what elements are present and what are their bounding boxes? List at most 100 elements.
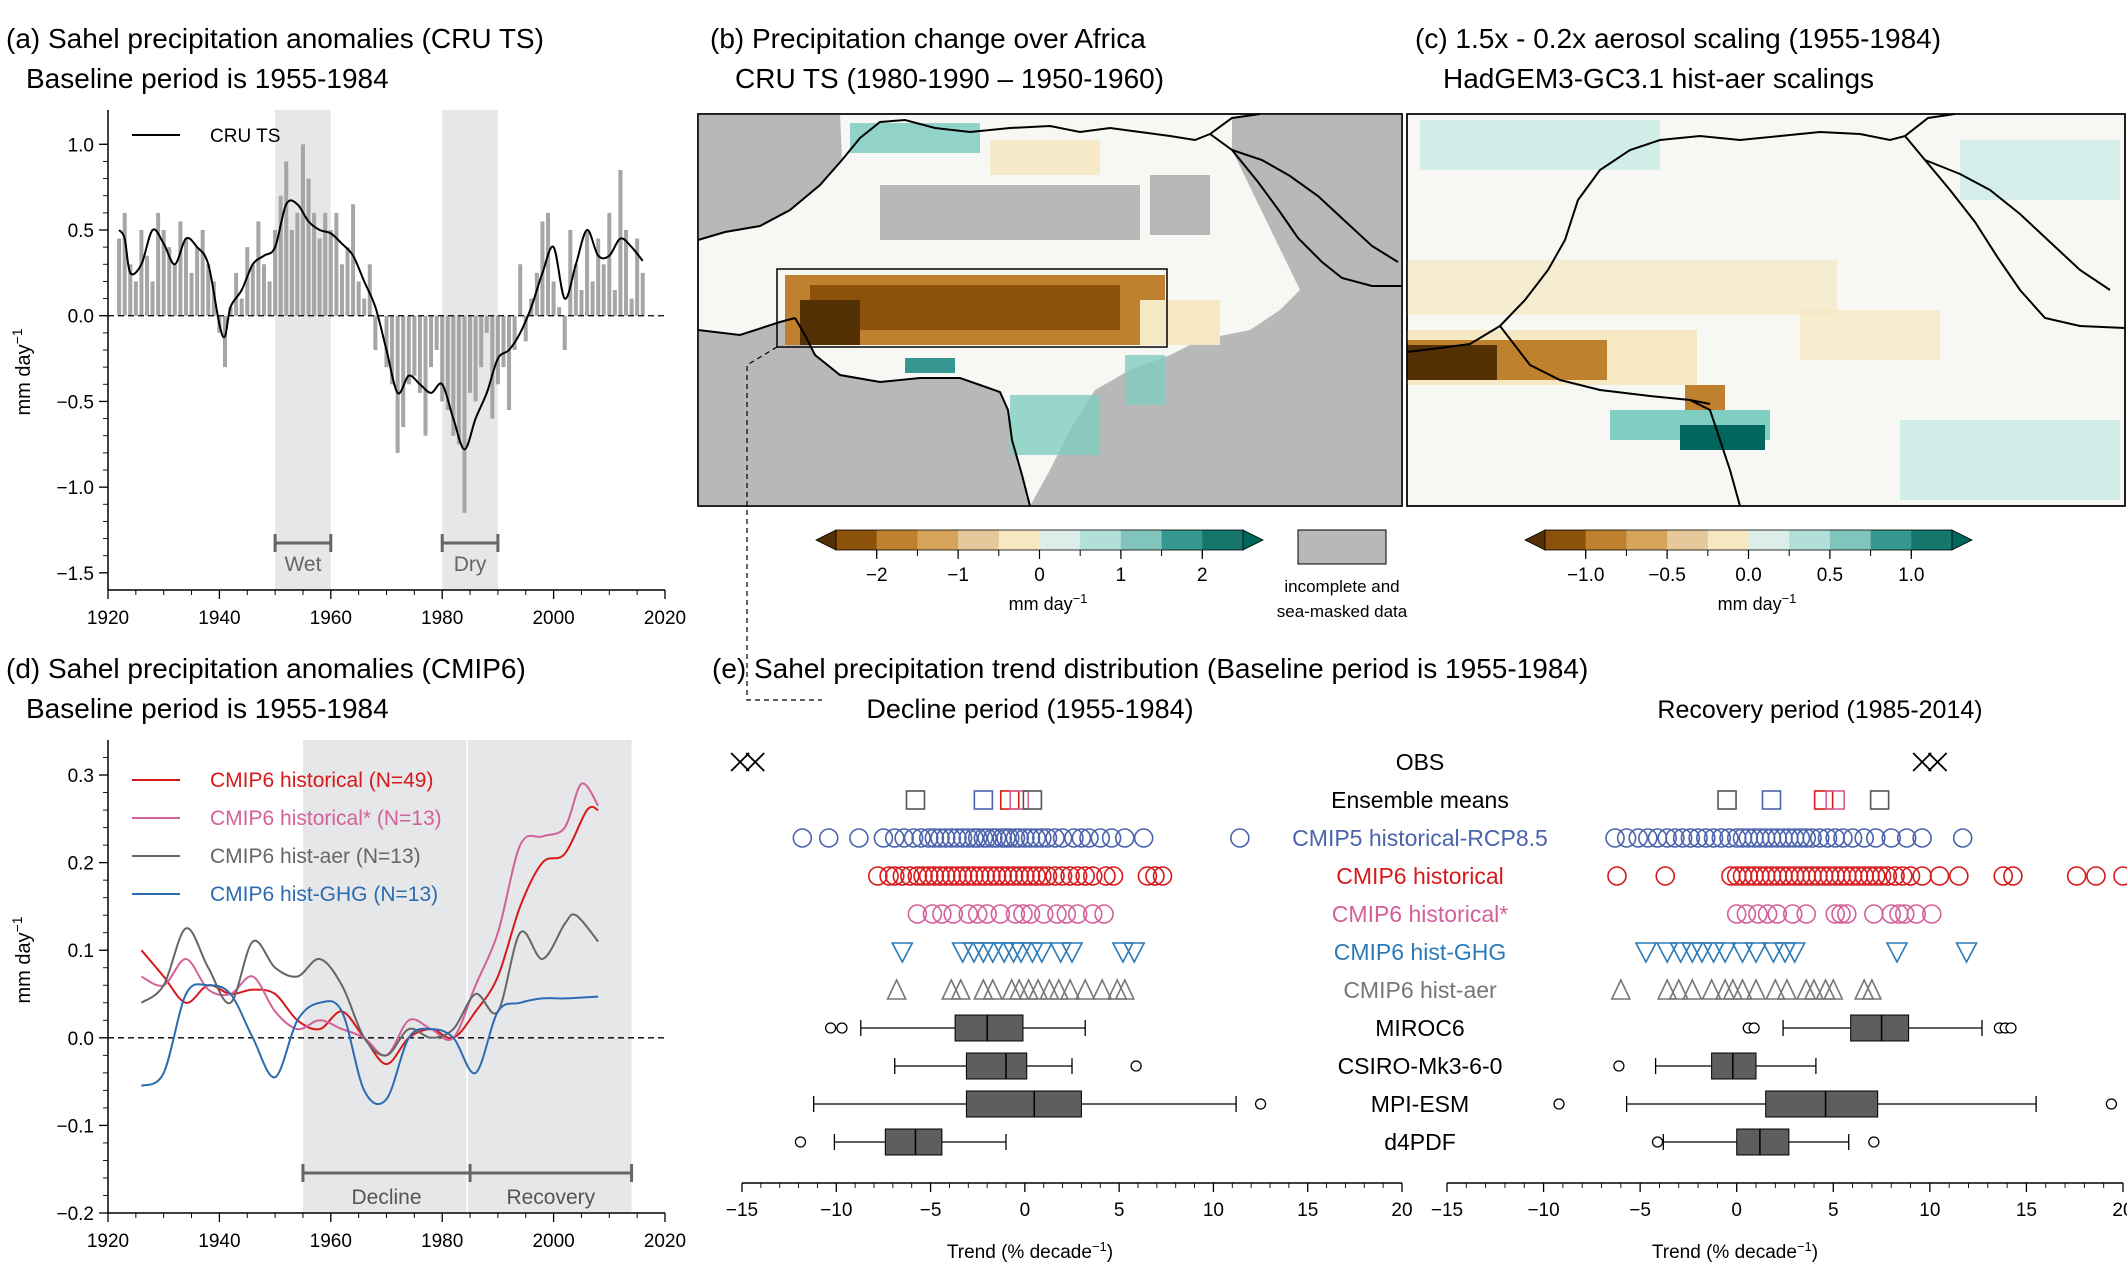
panel-e-title: (e) Sahel precipitation trend distributi… bbox=[712, 653, 1588, 684]
cru-ts-line bbox=[118, 199, 644, 451]
panel-e-xlabel-left: Trend (% decade−1) bbox=[947, 1239, 1113, 1263]
colorbar-c-label: mm day−1 bbox=[1718, 591, 1797, 614]
cmip6-historical-marker bbox=[992, 866, 1013, 886]
panel-e-xlabel-right: Trend (% decade−1) bbox=[1652, 1239, 1818, 1263]
cmip6-historical-marker bbox=[952, 866, 973, 886]
anomaly-bar bbox=[161, 230, 166, 316]
anomaly-bar bbox=[133, 281, 138, 316]
x-tick-label: 1940 bbox=[198, 608, 240, 629]
anomaly-bar bbox=[222, 315, 227, 368]
colorbar-tick-label: 1 bbox=[1116, 565, 1127, 586]
dry-label: Dry bbox=[454, 553, 487, 576]
obs-marker bbox=[745, 752, 765, 772]
anomaly-bar bbox=[406, 315, 411, 385]
anomaly-bar bbox=[473, 315, 478, 402]
colorbar-cell bbox=[1626, 530, 1668, 550]
colorbar-cell bbox=[1870, 530, 1912, 550]
series-line-historical bbox=[140, 805, 599, 1066]
ghg-marker bbox=[1885, 942, 1909, 964]
row-label: CMIP6 historical* bbox=[1332, 901, 1508, 927]
cmip5-marker bbox=[1896, 828, 1917, 848]
anomaly-bar bbox=[456, 315, 461, 445]
anomaly-bar bbox=[395, 315, 400, 453]
recovery-label: Recovery bbox=[506, 1186, 595, 1209]
cmip6-historical-star-marker bbox=[1067, 904, 1088, 924]
aer-marker bbox=[1074, 978, 1096, 1000]
ghg-marker bbox=[1669, 942, 1693, 964]
cmip6-historical-marker bbox=[1096, 866, 1116, 886]
colorbar-extend-high bbox=[1242, 529, 1264, 551]
anomaly-bar bbox=[507, 315, 512, 410]
cmip6-historical-star-marker bbox=[1796, 904, 1817, 924]
ghg-marker bbox=[1731, 942, 1754, 964]
x-tick-label: 1940 bbox=[198, 1231, 240, 1252]
cmip6-historical-star-marker bbox=[943, 904, 964, 924]
anomaly-bar bbox=[490, 315, 495, 419]
cmip6-historical-star-marker bbox=[1837, 904, 1857, 924]
obs-marker bbox=[730, 752, 750, 772]
box-outlier bbox=[1651, 1136, 1664, 1148]
anomaly-bar bbox=[384, 315, 389, 368]
panel-e-recovery-title: Recovery period (1985-2014) bbox=[1657, 696, 1982, 724]
anomaly-bar bbox=[178, 221, 183, 316]
colorbar-tick-label: 2 bbox=[1197, 565, 1208, 586]
colorbar-cell bbox=[1545, 530, 1587, 550]
colorbar-tick-label: 0.0 bbox=[1735, 565, 1761, 586]
anomaly-bar bbox=[239, 298, 244, 316]
x-tick-label: 10 bbox=[1919, 1200, 1940, 1221]
cmip5-marker bbox=[1605, 828, 1625, 848]
cmip6-historical-marker bbox=[1865, 866, 1886, 886]
cmip6-historical-marker bbox=[1009, 866, 1030, 886]
cmip5-marker bbox=[818, 828, 839, 848]
y-tick-label: 0.5 bbox=[68, 221, 94, 242]
cmip5-marker bbox=[986, 828, 1007, 848]
wetting-area bbox=[1900, 420, 2120, 500]
map-b-fields bbox=[697, 113, 1402, 507]
ensemble-mean-marker bbox=[1761, 790, 1782, 810]
ghg-marker bbox=[981, 942, 1005, 964]
cmip6-historical-marker bbox=[1003, 866, 1024, 886]
cmip5-marker bbox=[952, 828, 973, 848]
box-iqr bbox=[1736, 1128, 1790, 1156]
drying-area bbox=[800, 300, 860, 345]
aer-marker bbox=[886, 978, 907, 1000]
x-tick-label: −10 bbox=[820, 1200, 852, 1221]
panel-c-title: (c) 1.5x - 0.2x aerosol scaling (1955-19… bbox=[1415, 23, 1941, 54]
panel-d: (d) Sahel precipitation anomalies (CMIP6… bbox=[6, 653, 686, 1252]
cmip6-historical-star-marker bbox=[932, 904, 952, 924]
ghg-marker bbox=[972, 942, 995, 964]
cmip6-historical-marker bbox=[947, 866, 967, 886]
wetting-area bbox=[850, 123, 980, 153]
sahel-connector bbox=[746, 346, 822, 701]
panel-c-map bbox=[1406, 113, 2126, 507]
cmip5-marker bbox=[1628, 828, 1649, 848]
anomaly-bar bbox=[390, 315, 395, 385]
cmip6-historical-star-marker bbox=[1881, 904, 1902, 924]
ensemble-mean-marker bbox=[973, 790, 994, 810]
ghg-marker bbox=[890, 942, 914, 964]
box-outlier bbox=[2005, 1022, 2017, 1034]
anomaly-bar bbox=[189, 272, 194, 316]
cmip6-historical-marker bbox=[958, 866, 979, 886]
anomaly-bar bbox=[351, 204, 356, 316]
aer-marker bbox=[1114, 978, 1136, 1000]
ghg-marker bbox=[1049, 942, 1073, 964]
ensemble-mean-marker bbox=[1717, 790, 1737, 810]
cmip5-marker bbox=[1696, 828, 1716, 848]
wetting-area bbox=[1010, 395, 1100, 455]
ghg-marker bbox=[1690, 942, 1714, 964]
cmip6-historical-star-marker bbox=[1921, 904, 1942, 924]
cmip5-marker bbox=[1616, 828, 1637, 848]
cmip5-marker bbox=[930, 828, 950, 848]
aer-marker bbox=[1732, 978, 1753, 1000]
drying-area bbox=[1140, 300, 1220, 345]
anomaly-bar bbox=[328, 230, 333, 316]
row-label: Ensemble means bbox=[1331, 787, 1509, 813]
anomaly-bar bbox=[323, 212, 328, 316]
x-tick-label: −10 bbox=[1527, 1200, 1559, 1221]
aer-marker bbox=[1765, 978, 1786, 1000]
panel-b-map bbox=[697, 113, 1403, 507]
anomaly-bar bbox=[423, 315, 428, 436]
anomaly-bar bbox=[334, 212, 339, 316]
box-outlier bbox=[1748, 1022, 1760, 1034]
